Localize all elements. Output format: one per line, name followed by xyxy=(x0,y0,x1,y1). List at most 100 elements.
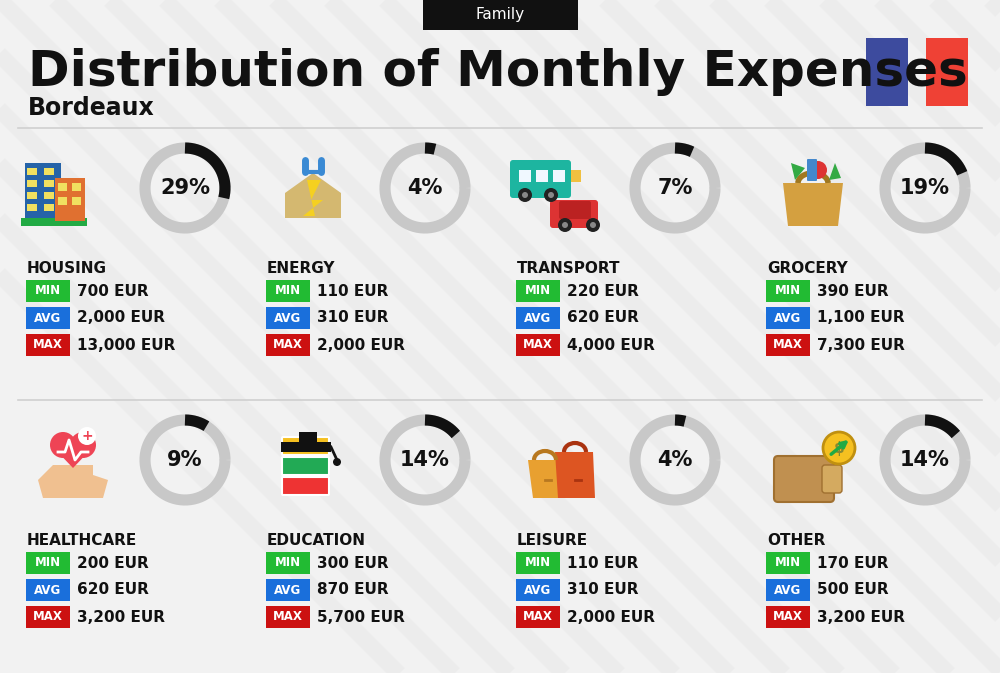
FancyBboxPatch shape xyxy=(266,552,310,574)
Text: TRANSPORT: TRANSPORT xyxy=(517,261,620,276)
Text: 620 EUR: 620 EUR xyxy=(77,583,149,598)
Circle shape xyxy=(562,222,568,228)
Text: 3,200 EUR: 3,200 EUR xyxy=(817,610,905,625)
Text: Distribution of Monthly Expenses: Distribution of Monthly Expenses xyxy=(28,48,968,96)
Text: AVG: AVG xyxy=(274,583,302,596)
Text: AVG: AVG xyxy=(274,312,302,324)
Text: MIN: MIN xyxy=(35,557,61,569)
Text: $: $ xyxy=(834,441,844,456)
FancyBboxPatch shape xyxy=(281,442,331,452)
Text: 110 EUR: 110 EUR xyxy=(567,555,638,571)
Text: AVG: AVG xyxy=(524,583,552,596)
Text: 14%: 14% xyxy=(400,450,450,470)
FancyBboxPatch shape xyxy=(422,0,578,30)
FancyBboxPatch shape xyxy=(774,456,834,502)
Text: AVG: AVG xyxy=(774,583,802,596)
FancyBboxPatch shape xyxy=(266,334,310,356)
Text: 2,000 EUR: 2,000 EUR xyxy=(77,310,165,326)
FancyBboxPatch shape xyxy=(27,192,37,199)
Polygon shape xyxy=(51,445,95,468)
Text: 19%: 19% xyxy=(900,178,950,198)
Text: AVG: AVG xyxy=(774,312,802,324)
Polygon shape xyxy=(285,173,341,218)
Circle shape xyxy=(78,427,96,445)
FancyBboxPatch shape xyxy=(266,579,310,601)
Text: MAX: MAX xyxy=(773,339,803,351)
FancyBboxPatch shape xyxy=(44,192,54,199)
FancyBboxPatch shape xyxy=(516,606,560,628)
FancyBboxPatch shape xyxy=(26,552,70,574)
Text: MIN: MIN xyxy=(525,557,551,569)
FancyBboxPatch shape xyxy=(27,168,37,175)
Text: 4%: 4% xyxy=(407,178,443,198)
Text: MIN: MIN xyxy=(275,285,301,297)
Circle shape xyxy=(590,222,596,228)
FancyBboxPatch shape xyxy=(266,307,310,329)
Text: 3,200 EUR: 3,200 EUR xyxy=(77,610,165,625)
Text: 620 EUR: 620 EUR xyxy=(567,310,639,326)
FancyBboxPatch shape xyxy=(516,552,560,574)
FancyBboxPatch shape xyxy=(25,163,61,221)
Polygon shape xyxy=(791,163,805,180)
FancyBboxPatch shape xyxy=(26,334,70,356)
Text: EDUCATION: EDUCATION xyxy=(267,533,366,548)
FancyBboxPatch shape xyxy=(822,465,842,493)
FancyBboxPatch shape xyxy=(282,477,329,495)
Text: 500 EUR: 500 EUR xyxy=(817,583,889,598)
Text: Family: Family xyxy=(475,7,525,22)
FancyBboxPatch shape xyxy=(519,170,531,182)
Text: MAX: MAX xyxy=(33,339,63,351)
FancyBboxPatch shape xyxy=(516,280,560,302)
FancyBboxPatch shape xyxy=(26,280,70,302)
FancyBboxPatch shape xyxy=(44,168,54,175)
Text: +: + xyxy=(81,429,93,443)
Text: 310 EUR: 310 EUR xyxy=(567,583,639,598)
FancyBboxPatch shape xyxy=(58,183,67,191)
FancyBboxPatch shape xyxy=(299,432,317,444)
FancyBboxPatch shape xyxy=(27,180,37,187)
Circle shape xyxy=(50,432,76,458)
FancyBboxPatch shape xyxy=(72,183,81,191)
Text: HOUSING: HOUSING xyxy=(27,261,107,276)
Text: 220 EUR: 220 EUR xyxy=(567,283,639,299)
FancyBboxPatch shape xyxy=(766,552,810,574)
Circle shape xyxy=(522,192,528,198)
Text: MAX: MAX xyxy=(523,339,553,351)
FancyBboxPatch shape xyxy=(553,170,565,182)
FancyBboxPatch shape xyxy=(926,38,968,106)
Polygon shape xyxy=(829,163,841,180)
FancyBboxPatch shape xyxy=(766,334,810,356)
Text: MIN: MIN xyxy=(35,285,61,297)
Text: 13,000 EUR: 13,000 EUR xyxy=(77,337,175,353)
FancyBboxPatch shape xyxy=(516,307,560,329)
FancyBboxPatch shape xyxy=(27,204,37,211)
Circle shape xyxy=(809,161,827,179)
Text: GROCERY: GROCERY xyxy=(767,261,848,276)
Polygon shape xyxy=(303,180,323,216)
FancyBboxPatch shape xyxy=(766,606,810,628)
Text: 310 EUR: 310 EUR xyxy=(317,310,388,326)
FancyBboxPatch shape xyxy=(571,170,581,182)
Text: 390 EUR: 390 EUR xyxy=(817,283,889,299)
FancyBboxPatch shape xyxy=(510,160,571,198)
Text: 700 EUR: 700 EUR xyxy=(77,283,149,299)
Text: AVG: AVG xyxy=(34,583,62,596)
FancyBboxPatch shape xyxy=(58,197,67,205)
Text: 14%: 14% xyxy=(900,450,950,470)
FancyBboxPatch shape xyxy=(550,200,598,228)
Text: MIN: MIN xyxy=(275,557,301,569)
FancyBboxPatch shape xyxy=(266,606,310,628)
Text: 29%: 29% xyxy=(160,178,210,198)
Circle shape xyxy=(548,192,554,198)
Text: ENERGY: ENERGY xyxy=(267,261,336,276)
Circle shape xyxy=(70,432,96,458)
Circle shape xyxy=(544,188,558,202)
Text: HEALTHCARE: HEALTHCARE xyxy=(27,533,137,548)
Text: 9%: 9% xyxy=(167,450,203,470)
FancyBboxPatch shape xyxy=(44,204,54,211)
FancyBboxPatch shape xyxy=(282,457,329,475)
Text: 200 EUR: 200 EUR xyxy=(77,555,149,571)
FancyBboxPatch shape xyxy=(21,218,87,226)
FancyBboxPatch shape xyxy=(766,280,810,302)
Circle shape xyxy=(558,218,572,232)
